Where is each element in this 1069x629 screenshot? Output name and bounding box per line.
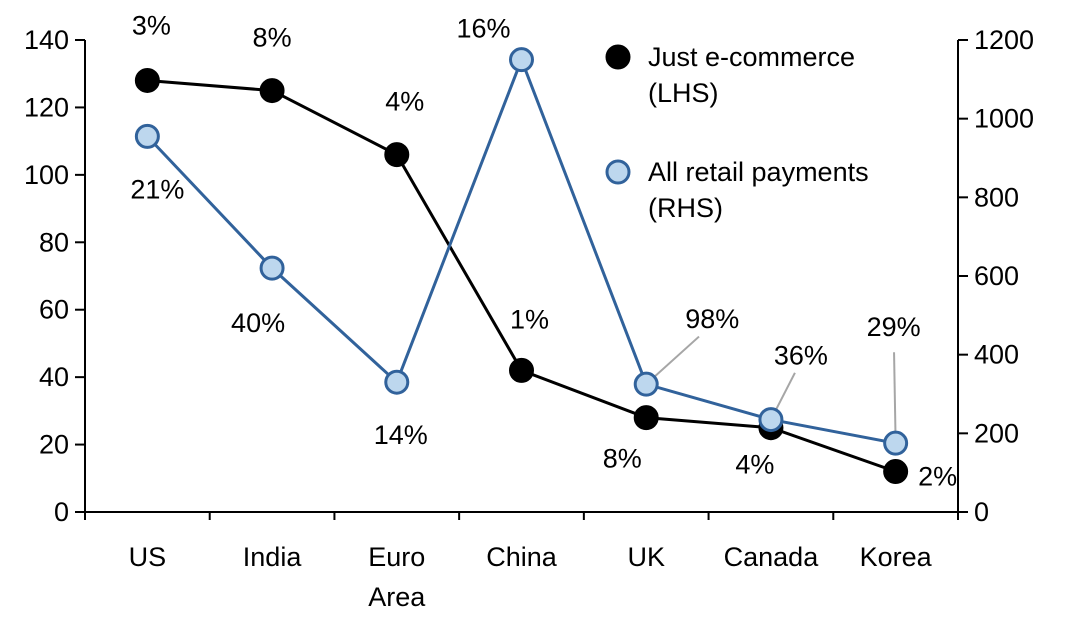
label-leader-line: [893, 352, 897, 444]
data-point-marker: [509, 47, 534, 73]
legend-label: Just e-commerce: [648, 42, 855, 72]
data-point-label: 3%: [132, 10, 171, 40]
legend-label: (RHS): [648, 193, 723, 223]
data-point-label: 4%: [385, 87, 424, 117]
x-axis-category-label: Euro: [368, 542, 425, 572]
data-point-label: 29%: [867, 312, 921, 342]
data-point-label: 2%: [918, 462, 957, 492]
right-axis-tick-label: 0: [974, 497, 989, 527]
data-point-marker: [758, 407, 784, 433]
data-point-label: 1%: [510, 304, 549, 334]
x-axis-category-label: US: [129, 542, 167, 572]
right-axis-tick-label: 1000: [974, 104, 1034, 134]
legend-label: All retail payments: [648, 157, 869, 187]
legend-marker: [605, 159, 631, 185]
legend-label: (LHS): [648, 78, 719, 108]
x-axis-category-label: Korea: [860, 542, 933, 572]
data-point-marker: [384, 142, 410, 168]
series-line: [147, 78, 897, 473]
left-axis-tick-label: 0: [54, 497, 69, 527]
data-point-marker: [883, 430, 909, 456]
x-axis-category-label: Area: [368, 582, 426, 612]
right-axis-tick-label: 800: [974, 182, 1019, 212]
data-point-marker: [134, 67, 160, 93]
right-axis-tick-label: 1200: [974, 25, 1034, 55]
x-axis-category-label: India: [243, 542, 303, 572]
data-point-label: 4%: [735, 450, 774, 480]
right-axis-tick-label: 600: [974, 261, 1019, 291]
data-point-marker: [633, 371, 659, 397]
data-point-marker: [509, 357, 534, 383]
data-point-label: 14%: [374, 420, 428, 450]
left-axis-tick-label: 80: [39, 227, 69, 257]
left-axis-tick-label: 60: [39, 295, 69, 325]
left-axis-tick-label: 120: [24, 92, 69, 122]
data-point-label: 36%: [774, 341, 828, 371]
data-point-label: 8%: [253, 23, 292, 53]
legend-marker: [605, 44, 631, 70]
data-point-label: 40%: [231, 308, 285, 338]
left-axis-tick-label: 20: [39, 430, 69, 460]
data-point-label: 98%: [685, 304, 739, 334]
left-axis-tick-label: 140: [24, 25, 69, 55]
data-point-marker: [259, 78, 285, 104]
left-axis-tick-label: 100: [24, 160, 69, 190]
data-point-label: 8%: [603, 444, 642, 474]
data-point-marker: [134, 123, 160, 149]
right-axis-tick-label: 400: [974, 340, 1019, 370]
x-axis-category-label: Canada: [724, 542, 820, 572]
data-point-label: 21%: [130, 174, 184, 204]
x-axis-category-label: China: [486, 542, 558, 572]
data-point-marker: [883, 459, 909, 485]
x-axis-category-label: UK: [627, 542, 665, 572]
data-point-label: 16%: [456, 14, 510, 44]
left-axis-tick-label: 40: [39, 362, 69, 392]
right-axis-tick-label: 200: [974, 418, 1019, 448]
data-point-marker: [633, 405, 659, 431]
data-point-marker: [384, 369, 410, 395]
data-point-marker: [259, 255, 285, 281]
series-line: [146, 55, 896, 445]
